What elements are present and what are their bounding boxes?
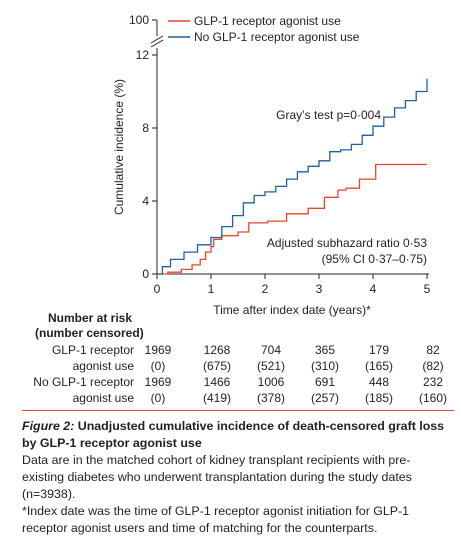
axis-break-mark <box>150 39 164 48</box>
risk-table-value: 1006 <box>258 375 285 389</box>
y-tick-label: 100 <box>129 13 149 27</box>
x-axis-label: Time after index date (years)* <box>213 303 371 317</box>
y-axis-label: Cumulative incidence (%) <box>112 79 126 215</box>
legend-label: No GLP-1 receptor agonist use <box>194 30 360 44</box>
y-tick-label: 0 <box>142 267 149 281</box>
risk-table-value: (185) <box>365 391 393 405</box>
caption-title-text: Unadjusted cumulative incidence of death… <box>22 419 445 450</box>
risk-table-value: 179 <box>369 343 389 357</box>
risk-table-value: (310) <box>311 359 339 373</box>
subhazard-ratio-annotation: Adjusted subhazard ratio 0·53 <box>267 236 427 250</box>
caption-footnote: *Index date was the time of GLP-1 recept… <box>22 504 410 535</box>
x-tick-label: 0 <box>154 282 161 296</box>
legend-label: GLP-1 receptor agonist use <box>194 14 341 28</box>
caption-divider <box>22 410 454 411</box>
risk-table-value: (257) <box>311 391 339 405</box>
risk-table-value: 1268 <box>204 343 231 357</box>
grays-test-annotation: Gray’s test p=0·004 <box>276 108 381 122</box>
risk-table-value: 1969 <box>145 375 172 389</box>
risk-table-value: (419) <box>203 391 231 405</box>
figure-label: Figure 2: <box>22 419 75 433</box>
risk-table-value: 704 <box>261 343 281 357</box>
x-tick-label: 4 <box>370 282 377 296</box>
x-tick-label: 2 <box>262 282 269 296</box>
series-line-no-glp1 <box>157 78 428 275</box>
confidence-interval-annotation: (95% CI 0·37–0·75) <box>322 252 427 266</box>
risk-table-value: 1969 <box>145 343 172 357</box>
risk-table-value: 82 <box>426 343 440 357</box>
risk-table-value: 232 <box>423 375 443 389</box>
caption-title: Figure 2: Unadjusted cumulative incidenc… <box>22 418 452 452</box>
caption-body: Data are in the matched cohort of kidney… <box>22 453 412 501</box>
risk-table-value: 448 <box>369 375 389 389</box>
risk-table-value: (165) <box>365 359 393 373</box>
risk-table-value: (160) <box>419 391 447 405</box>
x-tick-label: 1 <box>208 282 215 296</box>
risk-table-value: 691 <box>315 375 335 389</box>
axis-break-mark <box>150 35 164 44</box>
risk-table-value: 1466 <box>204 375 231 389</box>
x-tick-label: 5 <box>424 282 431 296</box>
risk-table-value: (0) <box>151 391 166 405</box>
x-tick-label: 3 <box>316 282 323 296</box>
risk-table-value: (0) <box>151 359 166 373</box>
y-tick-label: 4 <box>142 194 149 208</box>
risk-table-value: (675) <box>203 359 231 373</box>
figure-caption: Figure 2: Unadjusted cumulative incidenc… <box>22 418 452 537</box>
risk-table-value: 365 <box>315 343 335 357</box>
risk-table-value: (82) <box>422 359 443 373</box>
y-tick-label: 8 <box>142 121 149 135</box>
risk-table-value: (521) <box>257 359 285 373</box>
risk-table-value: (378) <box>257 391 285 405</box>
series-line-glp1 <box>157 163 427 275</box>
y-tick-label: 12 <box>136 48 150 62</box>
